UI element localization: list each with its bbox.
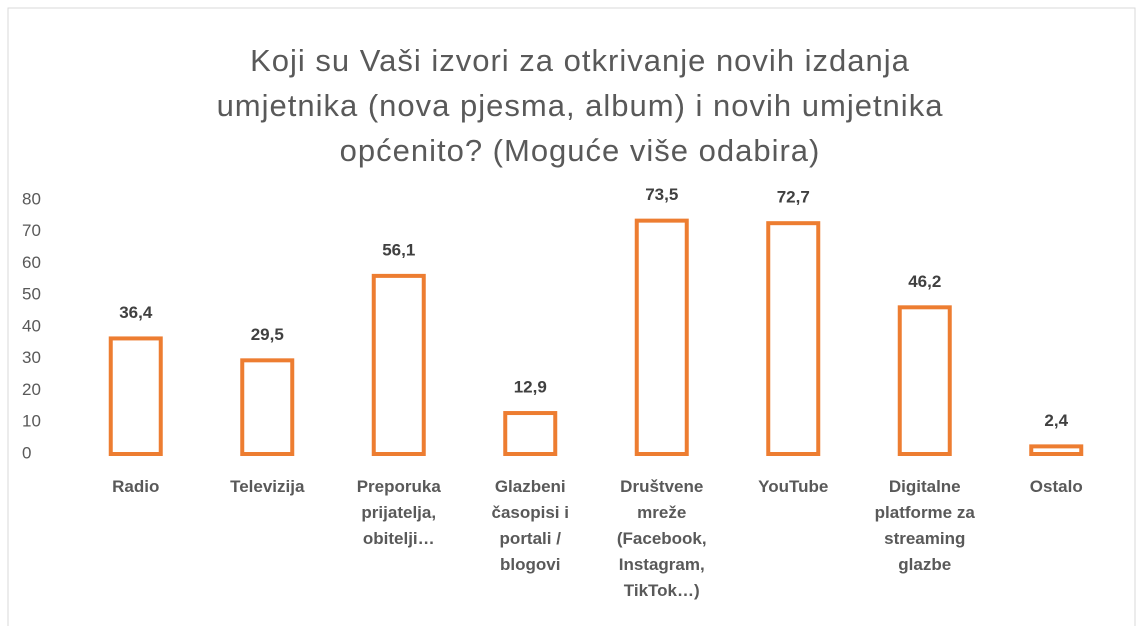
value-label: 12,9 [514, 378, 547, 397]
value-label: 73,5 [645, 185, 678, 204]
x-tick-label: Ostalo [1029, 477, 1083, 496]
x-tick-label: Društvene mreže (Facebook, Instagram, Ti… [616, 477, 707, 600]
x-tick-label: Radio [112, 477, 160, 496]
y-tick-label: 0 [22, 443, 31, 462]
y-tick-label: 30 [22, 348, 41, 367]
value-label: 46,2 [908, 272, 941, 291]
chart-title: Koji su Vaši izvori za otkrivanje novih … [216, 43, 944, 168]
y-tick-label: 80 [22, 189, 41, 208]
bar [503, 411, 558, 457]
value-label: 36,4 [119, 303, 153, 322]
y-tick-label: 20 [22, 380, 41, 399]
x-tick-label: Digitalne platforme za streaming glazbe [874, 477, 975, 574]
bar [1029, 444, 1084, 457]
x-tick-label: Televizija [230, 477, 305, 496]
bar [897, 305, 952, 456]
value-label: 56,1 [382, 240, 415, 259]
x-tick-label: Glazbeni časopisi i portali / blogovi [491, 477, 569, 574]
chart-border [7, 7, 1136, 626]
value-label: 72,7 [777, 188, 810, 207]
y-tick-label: 50 [22, 285, 41, 304]
y-tick-label: 60 [22, 253, 41, 272]
value-label: 29,5 [251, 325, 284, 344]
bar [108, 336, 163, 456]
bar [634, 218, 689, 456]
value-label: 2,4 [1044, 411, 1068, 430]
x-tick-label: YouTube [758, 477, 829, 496]
y-tick-label: 70 [22, 221, 41, 240]
bar [766, 221, 821, 456]
x-tick-label: Preporuka prijatelja, obitelji… [356, 477, 441, 548]
bar [240, 358, 295, 456]
y-tick-label: 40 [22, 316, 41, 335]
bar [371, 273, 426, 456]
y-tick-label: 10 [22, 412, 41, 431]
